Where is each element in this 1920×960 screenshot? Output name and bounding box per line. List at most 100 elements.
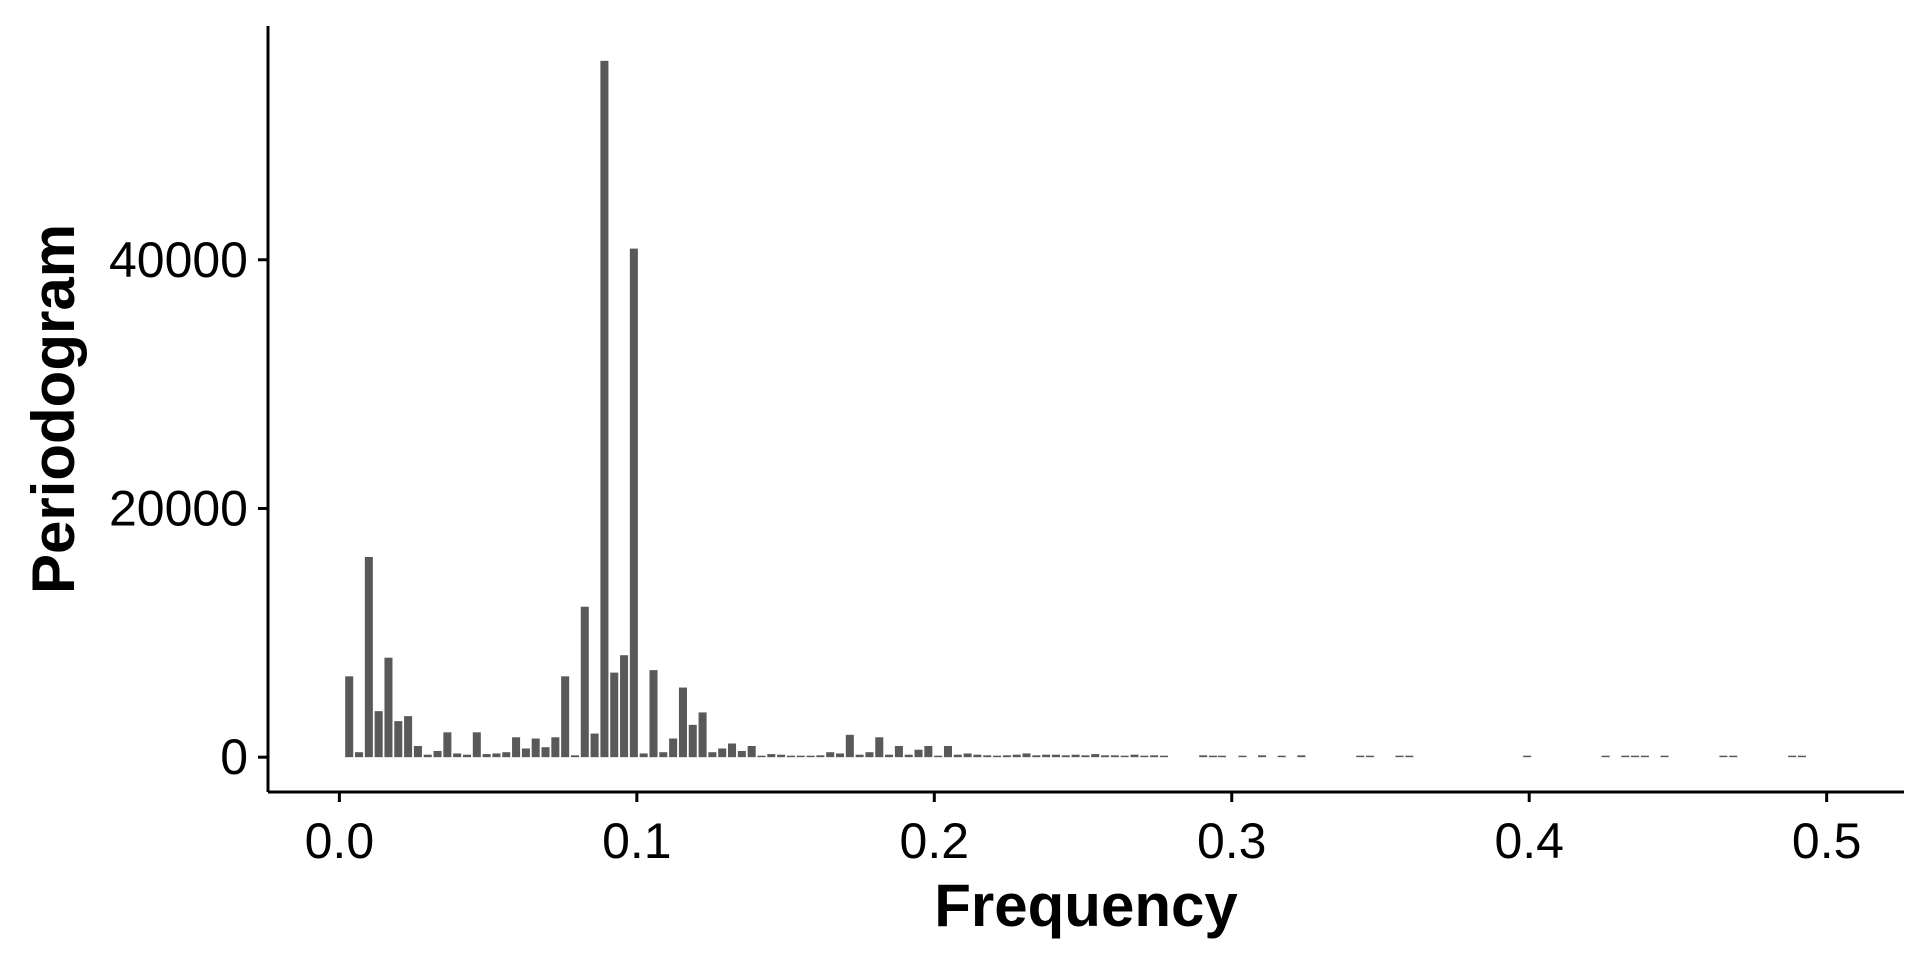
x-ticks-group: 0.0 0.1 0.2 0.3 0.4 0.5 [305,792,1862,869]
bar [855,754,864,758]
bar [561,676,570,758]
bar [826,752,835,758]
bar [590,733,599,758]
bar [963,753,972,758]
bar [1238,755,1247,758]
x-tick-label: 0.3 [1197,813,1267,869]
bar [453,753,462,758]
bar [1297,755,1306,758]
bar [531,738,540,758]
bar [413,745,422,758]
bar [404,716,413,758]
y-tick-label: 0 [220,729,248,785]
bar [1101,755,1110,758]
bar [1012,754,1021,758]
bar [492,753,501,758]
bar [835,753,845,758]
bar [1395,755,1404,758]
bar [1631,755,1640,758]
bar [1797,755,1806,758]
bar [885,754,894,758]
y-tick-label: 20000 [109,480,248,536]
bar [757,755,766,758]
bar [1091,754,1100,758]
bar [904,754,913,758]
bar [472,732,481,758]
bar [816,755,825,758]
bar [806,755,815,758]
bar [1729,755,1738,758]
bar [747,745,756,758]
bar [688,724,697,758]
bar [786,755,795,758]
bar [1051,754,1060,758]
bar [570,755,579,758]
bar [639,753,648,758]
y-ticks-group: 0 20000 40000 [109,232,268,785]
bar [1061,755,1070,758]
bar [629,248,638,758]
bar [894,745,903,758]
bar [394,721,403,758]
bar [364,556,373,758]
bar [953,754,962,758]
bar [600,60,609,758]
bars-group [345,60,1806,758]
bar [610,672,619,758]
bar [462,754,472,758]
bar [374,711,383,758]
bar [1601,755,1610,758]
bar [1032,755,1041,758]
bar [1640,755,1649,758]
bar [1209,755,1218,758]
bar [482,754,491,758]
bar [443,732,452,758]
bar [678,687,687,758]
x-tick-label: 0.1 [602,813,672,869]
bar [983,755,992,758]
bar [1002,755,1011,758]
bar [1366,755,1375,758]
x-tick-label: 0.5 [1792,813,1862,869]
bar [512,737,521,758]
bar [1110,755,1119,758]
bar [1719,755,1728,758]
bar [708,752,717,758]
bar [423,754,432,758]
bar [1405,755,1414,758]
bar [521,748,530,758]
bar [1523,755,1532,758]
bar [1130,754,1139,758]
bar [875,737,884,758]
y-tick-label: 40000 [109,232,248,288]
bar [796,755,805,758]
bar [973,754,982,758]
x-tick-label: 0.2 [900,813,970,869]
bar [924,745,933,758]
bar [1660,755,1669,758]
bar [1081,755,1090,758]
bar [1042,754,1051,758]
bar [728,743,737,758]
bar [1621,755,1630,758]
bar [659,752,668,758]
bar [1159,755,1168,758]
y-axis-title: Periodogram [20,224,87,594]
bar [1258,755,1267,758]
bar [1120,755,1129,758]
bar [1199,755,1208,758]
bar [551,737,560,758]
bar [1150,755,1159,758]
bar [1140,755,1149,758]
bar [384,657,393,758]
bar [1356,755,1365,758]
bar [845,734,854,758]
bar [865,752,874,758]
bar [1217,755,1226,758]
bar [698,712,707,758]
bar [943,745,952,758]
bar [934,755,943,758]
bar [620,655,629,758]
bar [669,738,678,758]
